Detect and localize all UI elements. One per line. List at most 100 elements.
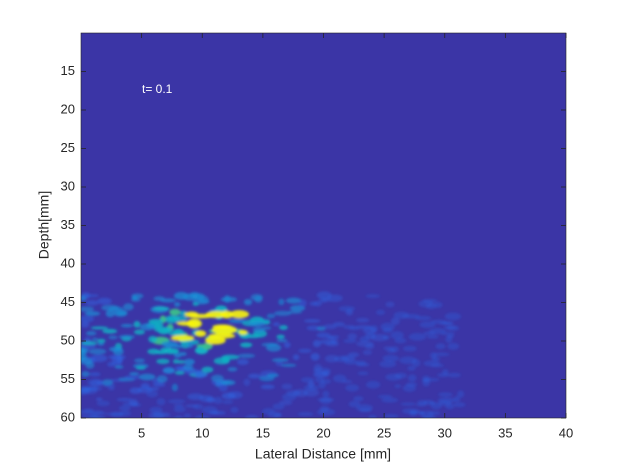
speckle-blob: [423, 360, 441, 367]
speckle-blob: [81, 292, 91, 300]
speckle-blob: [147, 348, 160, 355]
speckle-blob: [159, 298, 176, 303]
speckle-blob: [174, 415, 184, 418]
y-tick-label: 40: [61, 255, 75, 270]
speckle-blob: [90, 326, 109, 330]
speckle-blob: [81, 371, 90, 377]
speckle-blob: [331, 337, 338, 345]
speckle-blob: [129, 372, 140, 376]
speckle-blob: [102, 328, 118, 334]
speckle-blob: [81, 321, 90, 328]
speckle-blob: [183, 358, 195, 366]
x-tick-label: 5: [138, 425, 145, 440]
speckle-blob: [285, 297, 302, 304]
speckle-blob: [356, 317, 370, 323]
speckle-blob: [402, 313, 420, 319]
y-tick-label: 15: [61, 63, 75, 78]
speckle-blob: [316, 291, 332, 300]
y-tick-label: 35: [61, 217, 75, 232]
speckle-blob: [81, 315, 95, 323]
speckle-blob: [286, 390, 301, 397]
speckle-blob: [161, 340, 179, 348]
speckle-blob: [218, 383, 228, 392]
speckle-blob: [433, 352, 450, 357]
speckle-blob: [427, 411, 441, 416]
speckle-blob: [266, 313, 276, 319]
speckle-blob: [323, 324, 337, 330]
speckle-blob: [306, 325, 321, 331]
y-tick-label: 25: [61, 140, 75, 155]
speckle-blob: [347, 352, 360, 358]
speckle-blob: [133, 321, 141, 328]
speckle-blob: [348, 400, 361, 408]
speckle-blob: [97, 297, 112, 305]
speckle-blob: [148, 411, 165, 418]
speckle-blob: [276, 338, 288, 343]
speckle-blob: [365, 343, 375, 350]
speckle-blob: [163, 367, 175, 374]
speckle-blob: [237, 353, 256, 358]
speckle-blob: [153, 306, 170, 311]
speckle-blob: [199, 395, 214, 402]
speckle-blob: [81, 306, 94, 312]
speckle-blob: [314, 377, 325, 383]
speckle-blob: [173, 406, 186, 413]
speckle-blob: [278, 298, 285, 306]
speckle-blob: [81, 409, 93, 415]
speckle-blob: [407, 365, 416, 371]
speckle-blob: [328, 335, 340, 339]
speckle-blob: [243, 298, 253, 306]
speckle-blob: [116, 311, 127, 316]
speckle-blob: [447, 372, 461, 378]
speckle-blob: [156, 375, 168, 383]
speckle-blob: [377, 394, 393, 399]
speckle-blob: [108, 335, 118, 340]
speckle-blob: [163, 348, 180, 355]
speckle-blob: [292, 354, 300, 361]
speckle-blob: [438, 392, 453, 397]
speckle-blob: [174, 301, 181, 307]
speckle-blob: [442, 321, 453, 326]
speckle-blob: [114, 365, 124, 369]
speckle-blob: [319, 396, 332, 405]
speckle-blob: [149, 406, 163, 414]
speckle-blob: [394, 384, 402, 388]
speckle-blob: [273, 413, 282, 418]
speckle-blob: [357, 371, 369, 376]
y-tick-label: 55: [61, 371, 75, 386]
speckle-blob: [423, 399, 434, 406]
speckle-blob: [167, 399, 186, 404]
speckle-blob: [279, 400, 293, 406]
speckle-blob: [324, 354, 339, 363]
speckle-blob: [240, 342, 253, 348]
speckle-blob: [437, 400, 452, 406]
speckle-blob: [194, 415, 211, 418]
speckle-blob: [442, 369, 449, 376]
speckle-blob: [213, 396, 223, 405]
speckle-blob: [453, 396, 461, 403]
speckle-blob: [382, 354, 399, 362]
speckle-blob: [85, 299, 99, 306]
speckle-blob: [94, 416, 101, 418]
speckle-blob: [307, 380, 315, 388]
speckle-blob: [422, 299, 438, 303]
speckle-blob: [89, 372, 101, 377]
speckle-blob: [272, 403, 285, 410]
speckle-blob: [247, 320, 266, 327]
speckle-blob: [376, 309, 385, 315]
speckle-blob: [271, 358, 289, 363]
x-tick-label: 35: [498, 425, 512, 440]
speckle-blob: [250, 293, 263, 301]
speckle-blob: [201, 366, 214, 373]
x-tick-label: 15: [256, 425, 270, 440]
speckle-blob: [202, 342, 213, 350]
speckle-blob: [81, 341, 98, 346]
speckle-blob: [383, 414, 399, 418]
x-tick-label: 25: [377, 425, 391, 440]
speckle-blob: [405, 382, 418, 387]
y-tick-label: 50: [61, 332, 75, 347]
speckle-blob: [313, 371, 329, 378]
speckle-blob: [407, 374, 417, 382]
speckle-blob: [385, 373, 402, 381]
speckle-blob: [220, 379, 236, 386]
